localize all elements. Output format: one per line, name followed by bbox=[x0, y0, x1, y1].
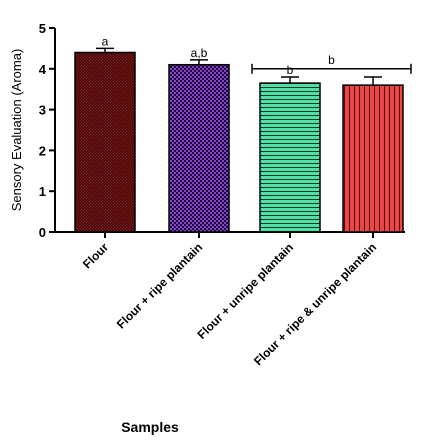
significance-letter: b bbox=[287, 63, 294, 77]
y-tick-label: 2 bbox=[39, 143, 46, 158]
y-axis-label: Sensory Evaluation (Aroma) bbox=[9, 49, 24, 212]
category-label: Flour bbox=[80, 240, 111, 271]
group-bracket-label: b bbox=[328, 53, 335, 67]
y-tick-label: 0 bbox=[39, 225, 46, 240]
y-tick-label: 1 bbox=[39, 184, 46, 199]
bar bbox=[259, 82, 321, 233]
category-label: Flour + ripe plantain bbox=[114, 240, 205, 331]
y-tick-label: 4 bbox=[39, 62, 47, 77]
y-tick-label: 5 bbox=[39, 21, 46, 36]
x-axis-label: Samples bbox=[121, 419, 179, 435]
significance-letter: a,b bbox=[191, 46, 208, 60]
plot-area: 0 1 2 3 4 5 a Flour a,b Flour + ripe plantain b Flo… bbox=[39, 21, 412, 368]
y-tick-label: 3 bbox=[39, 103, 46, 118]
bar bbox=[74, 51, 136, 233]
category-label: Flour + unripe plantain bbox=[195, 240, 297, 342]
bar bbox=[342, 84, 404, 233]
significance-letter: a bbox=[102, 34, 109, 48]
bar bbox=[168, 63, 230, 233]
